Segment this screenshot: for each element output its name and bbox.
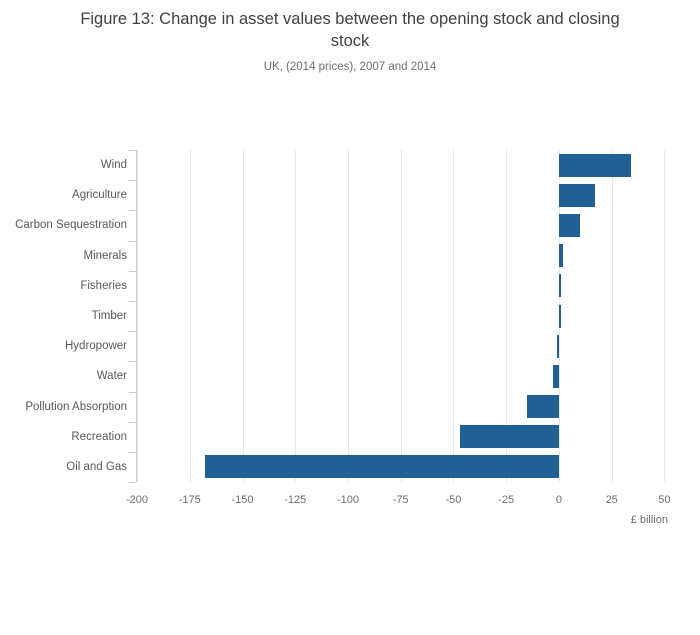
x-tick-label: -200 (125, 494, 149, 506)
category-label: Recreation (71, 430, 127, 443)
gridline (189, 150, 191, 482)
category-label: Minerals (83, 249, 127, 262)
chart-title: Figure 13: Change in asset values betwee… (80, 10, 620, 51)
bar-water[interactable] (552, 364, 559, 388)
bar-oil-and-gas[interactable] (204, 455, 559, 479)
plot-area: Wind Agriculture Carbon Sequestration Miner… (15, 150, 672, 526)
y-axis-tick (129, 391, 136, 393)
x-tick-label: -50 (445, 494, 462, 506)
category-label: Water (96, 370, 127, 383)
bar-timber[interactable] (558, 304, 561, 328)
y-axis-tick (129, 451, 136, 453)
y-axis-tick (129, 421, 136, 423)
category-label: Fisheries (80, 279, 127, 292)
y-axis-tick (129, 331, 136, 333)
category-label: Agriculture (72, 189, 127, 202)
bar-agriculture[interactable] (558, 183, 595, 207)
gridline (611, 150, 613, 482)
bar-wind[interactable] (558, 153, 631, 177)
gridline (400, 150, 402, 482)
bar-carbon-sequestration[interactable] (558, 214, 580, 237)
category-label: Oil and Gas (66, 460, 127, 473)
gridline (453, 150, 455, 482)
y-axis-tick (129, 180, 136, 182)
bar-recreation[interactable] (459, 425, 559, 449)
bar-fisheries[interactable] (558, 274, 561, 298)
x-tick-label: -125 (284, 494, 307, 506)
category-label: Pollution Absorption (25, 400, 127, 413)
bar-pollution-absorption[interactable] (527, 395, 559, 418)
x-tick-label: 0 (555, 494, 562, 506)
gridline (137, 150, 138, 482)
gridline (506, 150, 508, 482)
y-axis-tick (129, 210, 136, 212)
y-axis-tick (129, 300, 136, 302)
category-label: Timber (91, 309, 127, 322)
y-axis-line (136, 150, 137, 482)
x-tick-label: -25 (498, 494, 515, 506)
x-tick-label: -75 (392, 494, 409, 506)
x-tick-label: 50 (658, 494, 671, 506)
x-tick-label: -150 (231, 494, 254, 506)
y-axis-tick (129, 150, 136, 151)
x-tick-label: -175 (178, 494, 201, 506)
category-label: Carbon Sequestration (15, 219, 127, 232)
category-label: Hydropower (65, 340, 127, 353)
gridline (242, 150, 244, 482)
x-tick-label: -100 (336, 494, 360, 506)
gridline (348, 150, 349, 482)
y-axis-tick (129, 361, 136, 363)
gridline (664, 150, 666, 482)
y-axis-tick (129, 270, 136, 272)
bar-hydropower[interactable] (556, 334, 559, 358)
y-axis-tick (129, 240, 136, 242)
gridline (295, 150, 297, 482)
chart-subtitle: UK, (2014 prices), 2007 and 2014 (263, 61, 437, 73)
category-label: Wind (100, 159, 127, 171)
x-tick-label: 25 (605, 494, 618, 506)
y-axis-tick (129, 482, 136, 483)
x-axis-title: £ billion (630, 514, 668, 526)
bar-minerals[interactable] (558, 244, 564, 268)
